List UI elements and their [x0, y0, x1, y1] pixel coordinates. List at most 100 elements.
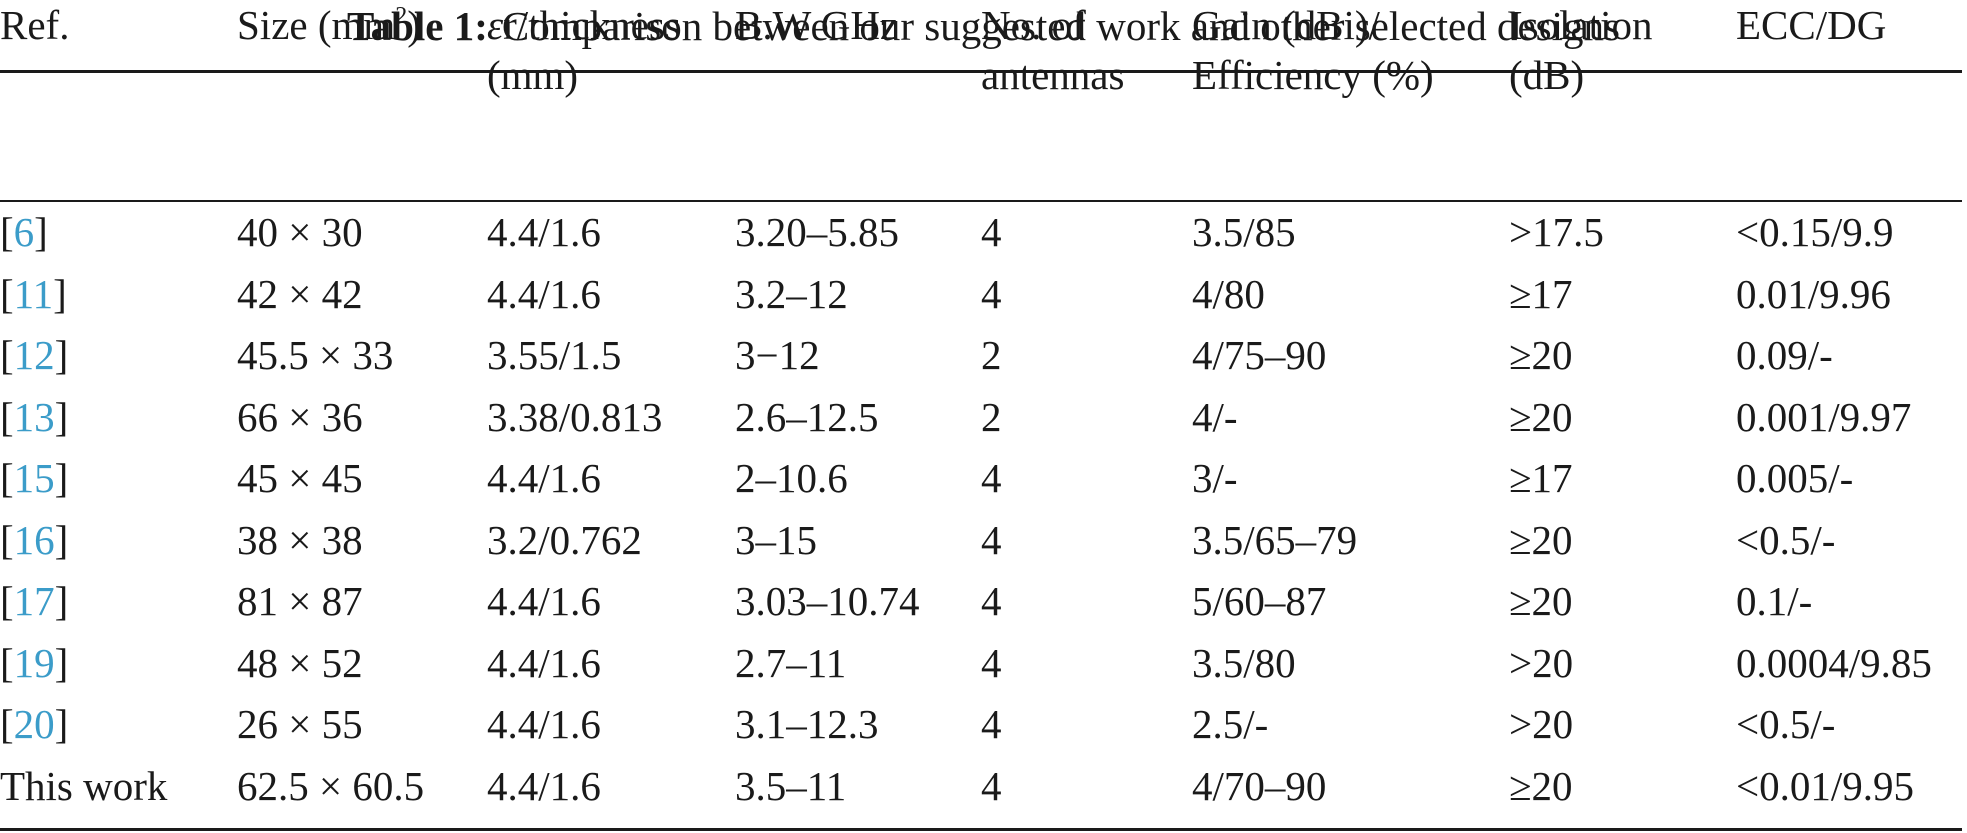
cell-gain: 3.5/65–79 [1192, 516, 1358, 563]
cell-ref: [13] [0, 387, 237, 449]
table-header-row: Ref. Size (mm2) εr/thickness (mm) B.W GHz… [0, 0, 1962, 202]
cell-ecc: 0.005/- [1736, 455, 1854, 501]
cell-num: 4 [981, 209, 1002, 255]
ref-bracket-open: [ [0, 578, 14, 624]
cell-size: 66 × 36 [237, 393, 363, 440]
cell-ref: [15] [0, 448, 237, 510]
cell-bw: 2.6–12.5 [735, 393, 879, 440]
cell-ecc: 0.09/- [1736, 332, 1833, 378]
header-gain-line1: Gain (dBi)/ [1192, 2, 1380, 48]
cell-gain: 5/60–87 [1192, 578, 1327, 624]
cell-eps: 4.4/1.6 [487, 639, 601, 686]
cell-iso: ≥17 [1509, 270, 1573, 317]
cell-eps: 3.2/0.762 [487, 516, 642, 563]
ref-bracket-open: [ [0, 516, 14, 563]
cell-num: 4 [981, 762, 1002, 809]
ref-link[interactable]: 12 [13, 332, 55, 378]
ref-link[interactable]: 13 [13, 393, 55, 440]
header-ref: Ref. [0, 0, 237, 202]
header-num-antennas: No. of antennas [981, 0, 1192, 202]
header-isolation: Isolation (dB) [1509, 0, 1736, 202]
cell-ecc: <0.15/9.9 [1736, 209, 1894, 255]
header-ref-label: Ref. [0, 2, 70, 48]
cell-size: 38 × 38 [237, 516, 363, 563]
cell-eps: 4.4/1.6 [487, 762, 601, 809]
cell-gain: 3.5/80 [1192, 639, 1296, 686]
cell-iso: ≥20 [1509, 516, 1573, 563]
table-row: [13] 66 × 36 3.38/0.813 2.6–12.5 2 4/- ≥… [0, 387, 1962, 449]
header-bw-label: B.W GHz [735, 2, 899, 48]
cell-bw: 3–15 [735, 516, 817, 563]
cell-ref: [16] [0, 510, 237, 572]
cell-eps: 4.4/1.6 [487, 578, 601, 624]
header-size-close: ) [407, 2, 421, 48]
ref-link[interactable]: 6 [13, 209, 35, 255]
ref-link[interactable]: 15 [13, 455, 55, 501]
cell-ref: [20] [0, 694, 237, 756]
table-caption: Table 1: Comparison between our suggested… [0, 2, 1967, 50]
cell-iso: ≥20 [1509, 393, 1573, 440]
cell-bw: 3.1–12.3 [735, 701, 879, 747]
table-row: [6] 40 × 30 4.4/1.6 3.20–5.85 4 3.5/85 >… [0, 202, 1962, 264]
header-size-label: Size (mm [237, 2, 396, 48]
cell-ref: [12] [0, 325, 237, 387]
cell-bw: 3−12 [735, 332, 820, 378]
cell-eps: 3.55/1.5 [487, 332, 622, 378]
ref-link[interactable]: 20 [13, 701, 55, 747]
cell-size: 62.5 × 60.5 [237, 762, 425, 809]
table-bottom-rule [0, 828, 1962, 831]
ref-bracket-open: [ [0, 393, 14, 440]
header-ecc-label: ECC/DG [1736, 2, 1887, 48]
ref-link[interactable]: 11 [13, 270, 54, 317]
ref-bracket-close: ] [54, 516, 69, 563]
cell-eps: 4.4/1.6 [487, 270, 601, 317]
ref-bracket-close: ] [54, 393, 69, 440]
cell-gain: 3/- [1192, 455, 1238, 501]
cell-bw: 2.7–11 [735, 639, 847, 686]
table-top-rule [0, 70, 1962, 73]
ref-bracket-open: [ [0, 270, 14, 317]
cell-eps: 4.4/1.6 [487, 209, 601, 255]
ref-bracket-close: ] [54, 455, 69, 501]
table-row: [16] 38 × 38 3.2/0.762 3–15 4 3.5/65–79 … [0, 510, 1962, 572]
table-row: [15] 45 × 45 4.4/1.6 2–10.6 4 3/- ≥17 0.… [0, 448, 1962, 510]
cell-gain: 4/70–90 [1192, 762, 1327, 809]
table-row: [20] 26 × 55 4.4/1.6 3.1–12.3 4 2.5/- >2… [0, 694, 1962, 756]
cell-ref: [17] [0, 571, 237, 633]
cell-bw: 3.20–5.85 [735, 209, 899, 255]
cell-size: 26 × 55 [237, 701, 363, 747]
cell-gain: 4/- [1192, 393, 1238, 440]
ref-bracket-open: [ [0, 701, 14, 747]
cell-ref: [11] [0, 264, 237, 326]
cell-ecc: <0.5/- [1736, 516, 1836, 563]
cell-size: 48 × 52 [237, 639, 363, 686]
table-row: [17] 81 × 87 4.4/1.6 3.03–10.74 4 5/60–8… [0, 571, 1962, 633]
header-eps-label: r/thickness [503, 2, 681, 48]
ref-link[interactable]: 17 [13, 578, 55, 624]
header-eps-symbol: ε [487, 2, 504, 48]
table-row: [11] 42 × 42 4.4/1.6 3.2–12 4 4/80 ≥17 0… [0, 264, 1962, 326]
ref-link[interactable]: 19 [13, 639, 55, 686]
cell-bw: 3.03–10.74 [735, 578, 920, 624]
cell-ecc: 0.1/- [1736, 578, 1813, 624]
ref-bracket-open: [ [0, 332, 14, 378]
cell-iso: ≥20 [1509, 578, 1573, 624]
comparison-table: Ref. Size (mm2) εr/thickness (mm) B.W GHz… [0, 0, 1962, 809]
header-eps: εr/thickness (mm) [487, 0, 735, 202]
ref-link[interactable]: 16 [13, 516, 55, 563]
cell-iso: >20 [1509, 701, 1574, 747]
cell-size: 42 × 42 [237, 270, 363, 317]
header-num-line2: antennas [981, 52, 1125, 98]
header-size: Size (mm2) [237, 0, 487, 202]
cell-eps: 4.4/1.6 [487, 455, 601, 501]
cell-eps: 4.4/1.6 [487, 701, 601, 747]
header-gain-line2: Efficiency (%) [1192, 52, 1434, 98]
cell-gain: 4/80 [1192, 270, 1265, 317]
cell-iso: ≥20 [1509, 332, 1573, 378]
cell-num: 4 [981, 701, 1002, 747]
header-size-superscript: 2 [395, 3, 408, 29]
cell-gain: 4/75–90 [1192, 332, 1327, 378]
header-ecc: ECC/DG [1736, 0, 1962, 202]
cell-ecc: <0.5/- [1736, 701, 1836, 747]
ref-bracket-open: [ [0, 639, 14, 686]
